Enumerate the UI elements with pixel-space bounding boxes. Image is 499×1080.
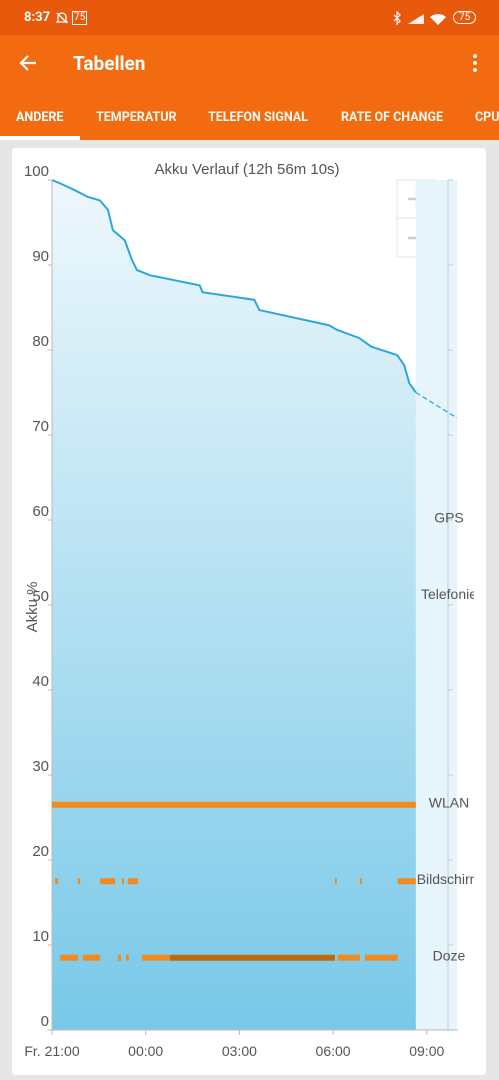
y-tick-label: 0 — [41, 1013, 49, 1030]
state-label: GPS — [434, 510, 464, 526]
y-axis-label: Akku % — [24, 582, 41, 633]
tab[interactable]: ANDERE — [16, 110, 64, 125]
state-segment — [100, 878, 116, 885]
tab[interactable]: TEMPERATUR — [96, 110, 177, 125]
tab[interactable]: RATE OF CHANGE — [341, 110, 444, 125]
line — [51, 179, 417, 394]
state-segment — [82, 954, 101, 961]
state-segment — [141, 954, 171, 961]
state-segment — [77, 878, 81, 885]
y-tick-label: 20 — [32, 843, 49, 860]
y-tick-label: 10 — [32, 928, 49, 945]
state-segment — [60, 954, 78, 961]
x-tick-label: Fr. 21:00 — [24, 1043, 79, 1059]
state-segment — [126, 954, 129, 961]
tab[interactable]: CPU — [475, 110, 499, 125]
y-tick-label: 60 — [32, 503, 49, 520]
back-button[interactable] — [18, 53, 38, 73]
y-tick-label: 30 — [32, 758, 49, 775]
y-tick-label: 70 — [32, 418, 49, 435]
y-tick-label: 50 — [32, 588, 49, 605]
state-label: WLAN — [429, 794, 469, 810]
state-segment — [337, 954, 360, 961]
state-segment — [170, 954, 335, 961]
state-segment — [52, 801, 416, 808]
chart-title: Akku Verlauf (12h 56m 10s) — [154, 161, 339, 178]
area — [52, 180, 416, 1030]
y-tick-label: 80 — [32, 333, 49, 350]
state-segment — [359, 878, 362, 885]
tab-bar: ANDERE TEMPERATUR TELEFON SIGNAL RATE OF… — [0, 92, 499, 140]
state-segment — [55, 878, 58, 885]
y-tick-label: 40 — [32, 673, 49, 690]
state-rows: GPS Telefonie WLAN Bildschirm Doze — [52, 510, 482, 963]
battery: 75 — [453, 11, 477, 24]
x-tick-label: 00:00 — [128, 1043, 163, 1059]
app-bar: Tabellen — [0, 35, 499, 92]
line — [415, 391, 458, 419]
state-label: Bildschirm — [417, 871, 482, 887]
state-segment — [121, 878, 124, 885]
state-label: Doze — [433, 947, 466, 963]
state-label: Telefonie — [421, 586, 477, 602]
bell-off-icon — [55, 12, 69, 24]
state-segment — [117, 954, 122, 961]
x-tick-label: 03:00 — [222, 1043, 257, 1059]
system-icons — [393, 11, 446, 25]
status-bar: 8:37 75 75 — [0, 0, 499, 35]
app-title: Tabellen — [73, 52, 146, 75]
state-segment — [127, 878, 138, 885]
clock: 8:37 — [24, 10, 51, 25]
y-tick-label: 100 — [24, 163, 49, 180]
state-segment — [364, 954, 398, 961]
tab[interactable]: TELEFON SIGNAL — [208, 110, 308, 125]
chart: Akku Verlauf (12h 56m 10s) Akku % 0 10 20 3… — [24, 161, 482, 1059]
state-segment — [334, 878, 337, 885]
notification-badge: 75 — [72, 11, 88, 25]
tab-indicator — [0, 136, 80, 140]
x-tick-label: 06:00 — [316, 1043, 351, 1059]
y-tick-label: 90 — [32, 248, 49, 265]
state-segment — [397, 878, 416, 885]
x-tick-label: 09:00 — [409, 1043, 444, 1059]
chart-card: Akku Verlauf (12h 56m 10s) Akku % 0 10 20 3… — [12, 148, 486, 1075]
more-menu[interactable] — [470, 52, 480, 74]
